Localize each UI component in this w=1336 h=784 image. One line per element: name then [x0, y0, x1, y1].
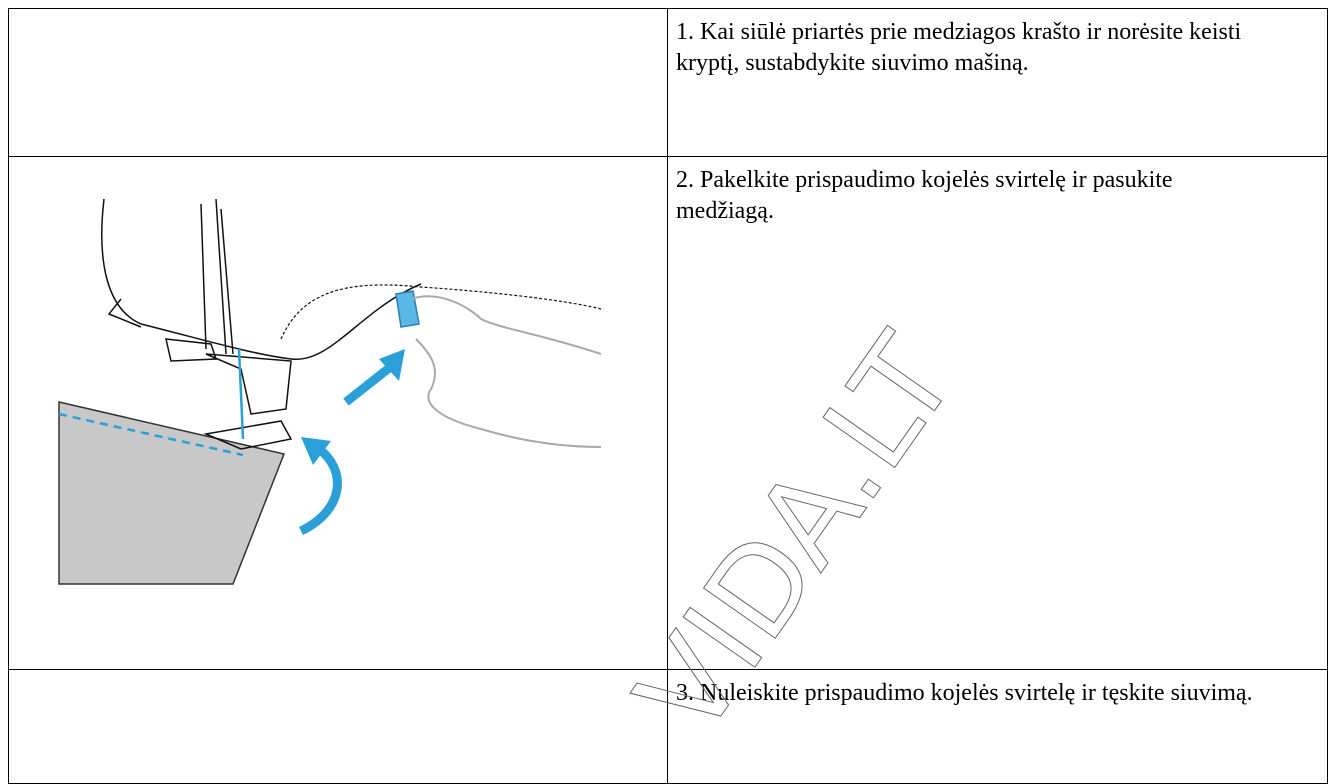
step-text: 3. Nuleiskite prispaudimo kojelės svirte… [667, 669, 1328, 784]
step-row: 2. Pakelkite prispaudimo kojelės svirtel… [8, 156, 1328, 670]
image-cell [8, 156, 668, 670]
image-cell [8, 669, 668, 784]
sewing-illustration [58, 198, 602, 585]
page: {"steps": [ {"text": "1. Kai siūlė priar… [8, 8, 1328, 784]
instruction-table: 1. Kai siūlė priartės prie medziagos kra… [8, 8, 1328, 784]
step-text: 1. Kai siūlė priartės prie medziagos kra… [667, 8, 1328, 157]
step-row: 1. Kai siūlė priartės prie medziagos kra… [8, 8, 1328, 157]
step-text: 2. Pakelkite prispaudimo kojelės svirtel… [667, 156, 1328, 670]
step-row: 3. Nuleiskite prispaudimo kojelės svirte… [8, 669, 1328, 784]
image-cell [8, 8, 668, 157]
